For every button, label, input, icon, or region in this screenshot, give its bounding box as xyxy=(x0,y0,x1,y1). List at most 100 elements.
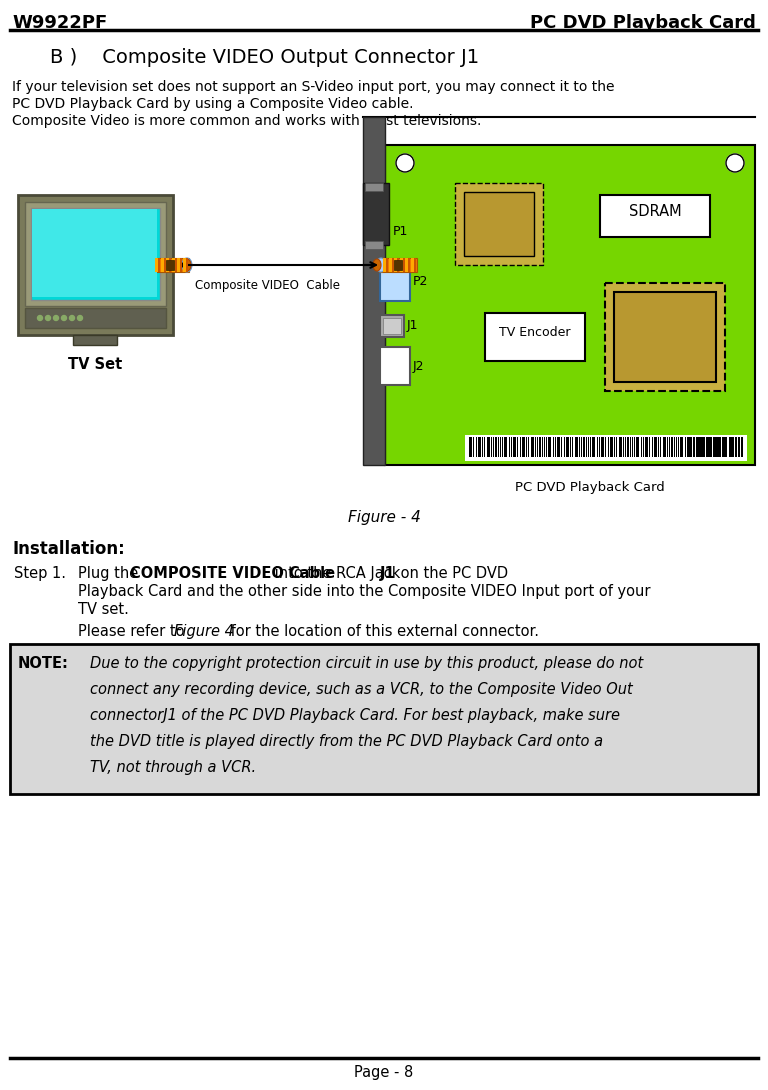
Text: PC DVD Playback Card by using a Composite Video cable.: PC DVD Playback Card by using a Composit… xyxy=(12,97,413,111)
Bar xyxy=(383,318,401,334)
Bar xyxy=(379,258,417,272)
Bar xyxy=(588,437,589,457)
Circle shape xyxy=(78,315,82,320)
Bar xyxy=(579,437,580,457)
Bar xyxy=(676,437,677,457)
Bar xyxy=(515,437,516,457)
Bar xyxy=(647,437,648,457)
Bar xyxy=(546,437,547,457)
Bar xyxy=(684,437,686,457)
Bar xyxy=(570,437,571,457)
Ellipse shape xyxy=(183,259,191,271)
Bar xyxy=(656,437,657,457)
Bar xyxy=(526,437,527,457)
Bar xyxy=(614,437,615,457)
Text: W9951TF: W9951TF xyxy=(472,215,526,225)
Text: PC DVD Playback Card: PC DVD Playback Card xyxy=(515,481,665,494)
Bar xyxy=(557,437,559,457)
Text: Composite VIDEO  Cable: Composite VIDEO Cable xyxy=(195,279,340,292)
Bar xyxy=(386,258,388,272)
Bar xyxy=(658,437,659,457)
Bar xyxy=(660,437,661,457)
Bar xyxy=(720,437,721,457)
Text: Please refer to: Please refer to xyxy=(78,623,189,639)
Bar xyxy=(707,437,709,457)
Bar xyxy=(475,437,477,457)
Text: connect any recording device, such as a VCR, to the Composite Video Out: connect any recording device, such as a … xyxy=(90,682,633,697)
Bar xyxy=(380,315,404,337)
Bar xyxy=(169,258,171,272)
Circle shape xyxy=(396,154,414,172)
Bar xyxy=(634,437,635,457)
Bar xyxy=(731,437,732,457)
Text: J1: J1 xyxy=(380,566,396,581)
Bar xyxy=(365,241,383,249)
Bar xyxy=(32,209,157,296)
Bar xyxy=(171,258,174,272)
Bar xyxy=(531,437,532,457)
Bar xyxy=(618,437,621,457)
Bar xyxy=(614,292,716,381)
Bar xyxy=(698,437,700,457)
Text: W9922PF: W9922PF xyxy=(12,14,108,32)
Bar xyxy=(524,437,525,457)
Bar xyxy=(600,195,710,237)
Bar xyxy=(408,258,410,272)
Bar xyxy=(694,437,695,457)
Bar xyxy=(605,437,607,457)
Bar xyxy=(10,644,758,794)
Bar xyxy=(164,258,165,272)
Ellipse shape xyxy=(182,258,192,272)
Bar xyxy=(561,437,562,457)
Bar xyxy=(363,117,385,465)
Bar xyxy=(469,437,471,457)
Text: TV, not through a VCR.: TV, not through a VCR. xyxy=(90,760,256,775)
Bar xyxy=(533,437,534,457)
Bar xyxy=(25,308,166,328)
Text: If your television set does not support an S-Video input port, you may connect i: If your television set does not support … xyxy=(12,80,614,94)
Bar xyxy=(568,437,569,457)
Bar xyxy=(638,437,640,457)
Bar xyxy=(612,437,613,457)
Bar xyxy=(741,437,743,457)
Bar xyxy=(502,437,503,457)
Bar xyxy=(691,437,692,457)
Text: J1: J1 xyxy=(407,319,419,332)
Text: Figure - 4: Figure - 4 xyxy=(348,510,420,525)
Bar xyxy=(520,437,521,457)
Text: W9922PF: W9922PF xyxy=(632,347,698,360)
Bar xyxy=(724,437,727,457)
Bar xyxy=(505,437,506,457)
Bar xyxy=(732,437,733,457)
Bar xyxy=(585,437,587,457)
Bar xyxy=(539,437,541,457)
Bar xyxy=(623,437,624,457)
Bar xyxy=(689,437,691,457)
Bar xyxy=(671,437,674,457)
Text: Step 1.: Step 1. xyxy=(14,566,66,581)
Bar xyxy=(610,437,612,457)
Bar xyxy=(581,437,582,457)
Bar xyxy=(397,258,399,272)
Bar xyxy=(402,258,405,272)
Bar xyxy=(719,437,721,457)
Bar xyxy=(707,437,708,457)
Bar xyxy=(678,437,679,457)
Bar xyxy=(597,437,598,457)
Bar xyxy=(25,202,166,306)
Text: NOTE:: NOTE: xyxy=(18,656,69,671)
Bar xyxy=(380,347,410,385)
Bar xyxy=(559,437,560,457)
Bar xyxy=(485,313,585,361)
Bar xyxy=(478,437,480,457)
Bar xyxy=(521,437,524,457)
Bar xyxy=(480,437,481,457)
Bar xyxy=(506,437,508,457)
Bar xyxy=(687,437,689,457)
Text: Plug the: Plug the xyxy=(78,566,143,581)
Circle shape xyxy=(726,154,744,172)
Bar xyxy=(513,437,515,457)
Bar xyxy=(729,437,730,457)
Bar xyxy=(577,437,578,457)
Bar xyxy=(621,437,622,457)
